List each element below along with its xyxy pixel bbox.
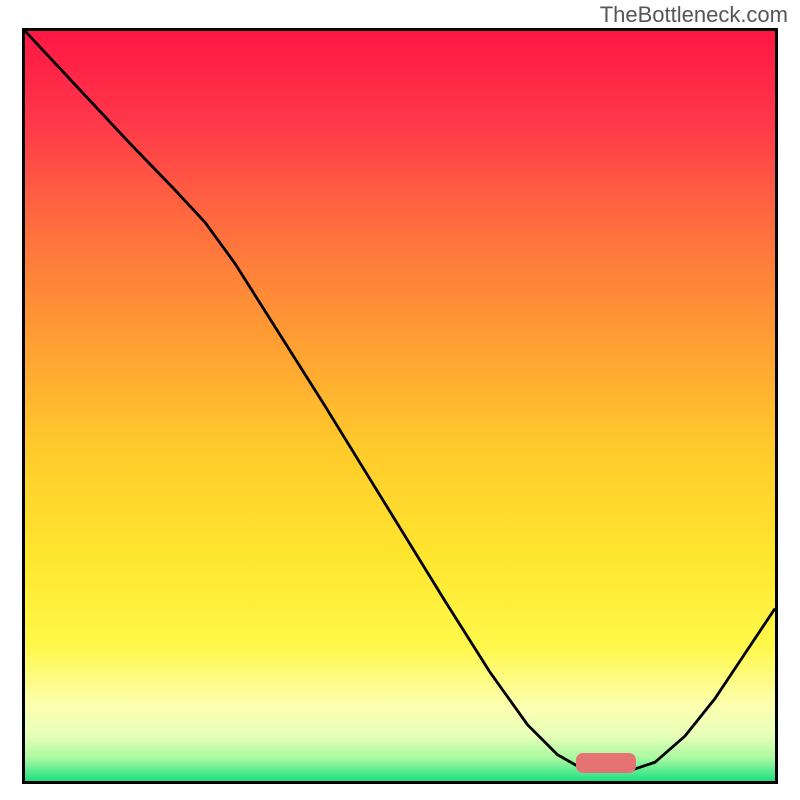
bottleneck-marker xyxy=(576,753,636,773)
attribution-text: TheBottleneck.com xyxy=(600,2,788,28)
plot-frame xyxy=(22,28,778,784)
curve-line xyxy=(25,31,775,781)
plot-area xyxy=(25,31,775,781)
